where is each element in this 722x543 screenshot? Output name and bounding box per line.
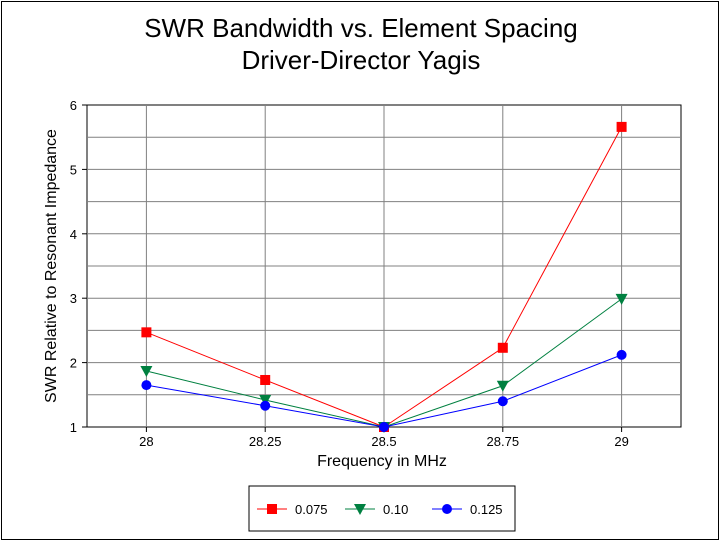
legend-box (248, 485, 516, 532)
series-0.125 (141, 349, 627, 432)
x-tick-label: 29 (614, 434, 628, 449)
circle-marker (497, 396, 508, 407)
legend-label: 0.075 (295, 502, 328, 517)
circle-marker (442, 504, 452, 514)
chart-title-line1: SWR Bandwidth vs. Element Spacing (144, 13, 578, 43)
circle-marker (616, 349, 627, 360)
legend-label: 0.125 (470, 502, 503, 517)
square-marker (616, 121, 627, 132)
y-tick-label: 3 (70, 291, 77, 306)
square-marker (267, 504, 277, 514)
legend-item: 0.10 (345, 502, 408, 517)
triangle-marker (140, 365, 153, 377)
y-tick-label: 1 (70, 420, 77, 435)
square-marker (141, 327, 152, 338)
x-axis-label: Frequency in MHz (317, 453, 447, 470)
y-axis-label: SWR Relative to Resonant Impedance (43, 129, 60, 403)
y-tick-label: 6 (70, 98, 77, 113)
legend-label: 0.10 (383, 502, 408, 517)
square-marker (260, 374, 271, 385)
x-tick-label: 28.25 (249, 434, 282, 449)
y-tick-label: 4 (70, 227, 77, 242)
triangle-marker (354, 504, 366, 515)
legend-item: 0.075 (257, 502, 328, 517)
circle-marker (141, 380, 152, 391)
chart-title-line2: Driver-Director Yagis (242, 45, 481, 75)
triangle-marker (259, 394, 272, 406)
y-tick-label: 2 (70, 356, 77, 371)
x-tick-label: 28.5 (371, 434, 396, 449)
square-marker (497, 342, 508, 353)
triangle-marker (496, 380, 509, 392)
circle-marker (260, 400, 271, 411)
x-tick-label: 28.75 (487, 434, 520, 449)
legend-item: 0.125 (432, 502, 503, 517)
triangle-marker (615, 293, 628, 305)
x-tick-label: 28 (139, 434, 153, 449)
y-tick-label: 5 (70, 162, 77, 177)
circle-marker (379, 422, 389, 432)
